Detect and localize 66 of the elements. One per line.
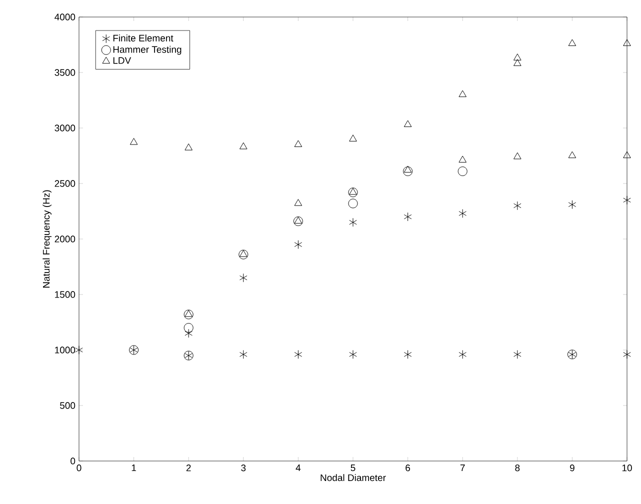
x-tick-label: 4: [296, 464, 301, 472]
point: [294, 240, 302, 249]
point: [623, 196, 631, 205]
point: [349, 350, 357, 359]
point: [514, 350, 522, 359]
point: [404, 350, 412, 359]
point: [458, 156, 466, 163]
point: [348, 188, 358, 198]
point: [458, 350, 466, 359]
point: [75, 346, 83, 354]
point: [404, 212, 412, 222]
point: [184, 310, 194, 320]
legend-label: Hammer Testing: [113, 46, 182, 55]
point: [238, 250, 248, 260]
point: [294, 350, 302, 359]
point: [458, 209, 466, 218]
point: [294, 140, 302, 147]
point: [294, 199, 302, 206]
y-tick-label: 500: [60, 402, 76, 409]
point: [623, 151, 631, 158]
y-tick-label: 2500: [54, 180, 76, 187]
x-tick-label: 3: [241, 464, 246, 472]
point: [623, 39, 631, 46]
point: [349, 134, 357, 142]
point: [514, 54, 522, 60]
point: [568, 39, 576, 46]
x-tick-label: 5: [350, 464, 356, 472]
y-tick-label: 0: [70, 458, 76, 464]
point: [348, 198, 358, 208]
x-tick-label: 10: [622, 464, 632, 472]
point: [568, 151, 576, 158]
x-tick-label: 7: [460, 464, 465, 472]
point: [240, 350, 248, 359]
point: [458, 166, 468, 176]
legend-label: LDV: [113, 57, 132, 64]
x-axis-title: Nodal Diameter: [320, 474, 386, 482]
point: [184, 323, 194, 333]
point: [458, 90, 466, 98]
point: [130, 138, 138, 145]
point: [404, 166, 412, 173]
y-tick-label: 4000: [54, 14, 76, 20]
y-tick-label: 3500: [54, 69, 76, 76]
point: [240, 273, 248, 282]
point: [514, 201, 522, 210]
point: [349, 218, 357, 227]
x-tick-label: 8: [515, 464, 520, 472]
point: [404, 120, 412, 128]
y-tick-label: 3000: [54, 124, 76, 132]
point: [184, 328, 192, 338]
point: [514, 152, 522, 160]
y-axis-title: Natural Frequency (Hz): [42, 190, 52, 288]
x-tick-label: 6: [406, 464, 410, 472]
point: [184, 144, 192, 150]
x-tick-label: 9: [570, 464, 574, 472]
x-tick-label: 0: [76, 464, 82, 472]
y-tick-label: 2000: [54, 236, 76, 242]
x-tick-label: 2: [186, 464, 191, 472]
point: [240, 142, 248, 150]
point: [623, 350, 631, 359]
point: [514, 59, 522, 66]
legend-label: Finite Element: [113, 34, 174, 42]
y-tick-label: 1500: [55, 291, 76, 298]
y-tick-label: 1000: [55, 346, 76, 354]
point: [403, 166, 413, 176]
x-tick-label: 1: [132, 464, 136, 472]
point: [568, 200, 576, 210]
